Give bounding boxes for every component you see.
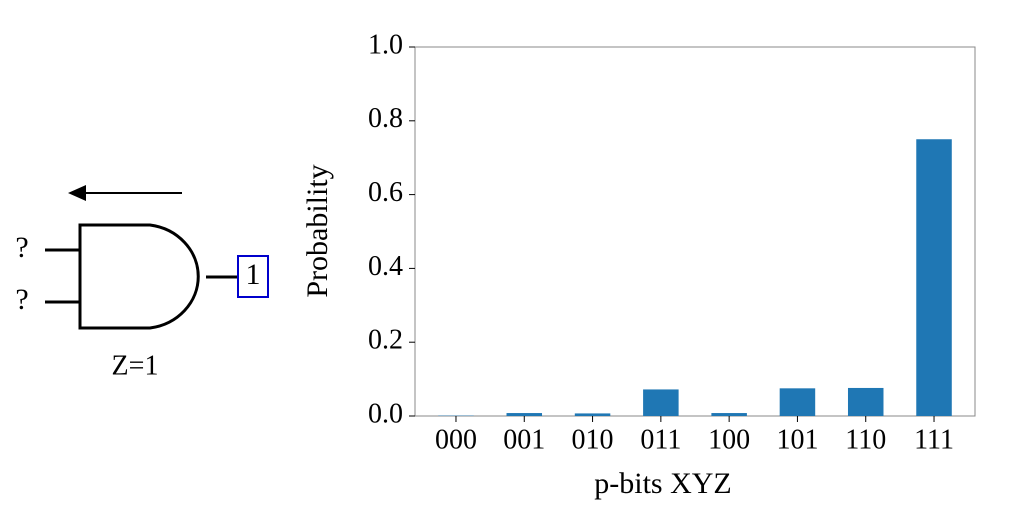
bar [847, 387, 884, 416]
y-tick-label: 0.8 [368, 103, 403, 134]
plot-frame [414, 46, 976, 417]
gate-label: Z=1 [112, 350, 159, 381]
x-tick-label: 110 [845, 424, 886, 455]
bar [711, 413, 747, 416]
x-tick-label: 111 [914, 424, 954, 455]
bar [574, 413, 611, 416]
bar [779, 388, 816, 416]
bar [506, 413, 543, 416]
gate-diagram [45, 185, 269, 330]
bar [643, 389, 679, 416]
y-tick-label: 0.6 [368, 177, 403, 208]
and-gate [78, 223, 200, 330]
output-label: 1 [246, 258, 261, 291]
y-tick-label: 0.2 [368, 325, 403, 356]
y-axis-label: Probability [301, 164, 334, 297]
x-axis-label: p-bits XYZ [594, 467, 732, 500]
arrow-head [68, 185, 86, 201]
x-tick-label: 011 [640, 424, 681, 455]
x-tick-label: 001 [503, 424, 545, 455]
output-box [237, 255, 269, 298]
input-label: ? [15, 283, 28, 316]
x-tick-label: 100 [708, 424, 750, 455]
y-tick-label: 0.0 [368, 398, 403, 429]
x-tick-label: 101 [776, 424, 818, 455]
y-tick-label: 0.4 [368, 251, 403, 282]
y-tick-label: 1.0 [368, 29, 403, 60]
x-tick-label: 000 [435, 424, 477, 455]
bar [916, 139, 952, 416]
x-tick-label: 010 [572, 424, 614, 455]
input-label: ? [15, 231, 28, 264]
